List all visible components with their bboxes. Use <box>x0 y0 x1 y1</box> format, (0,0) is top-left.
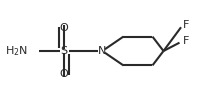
Text: O: O <box>60 23 69 33</box>
Text: F: F <box>182 36 189 46</box>
Text: N: N <box>98 46 106 56</box>
Text: H$_2$N: H$_2$N <box>5 44 28 58</box>
Text: S: S <box>61 46 68 56</box>
Text: F: F <box>182 20 189 30</box>
Text: O: O <box>60 69 69 79</box>
